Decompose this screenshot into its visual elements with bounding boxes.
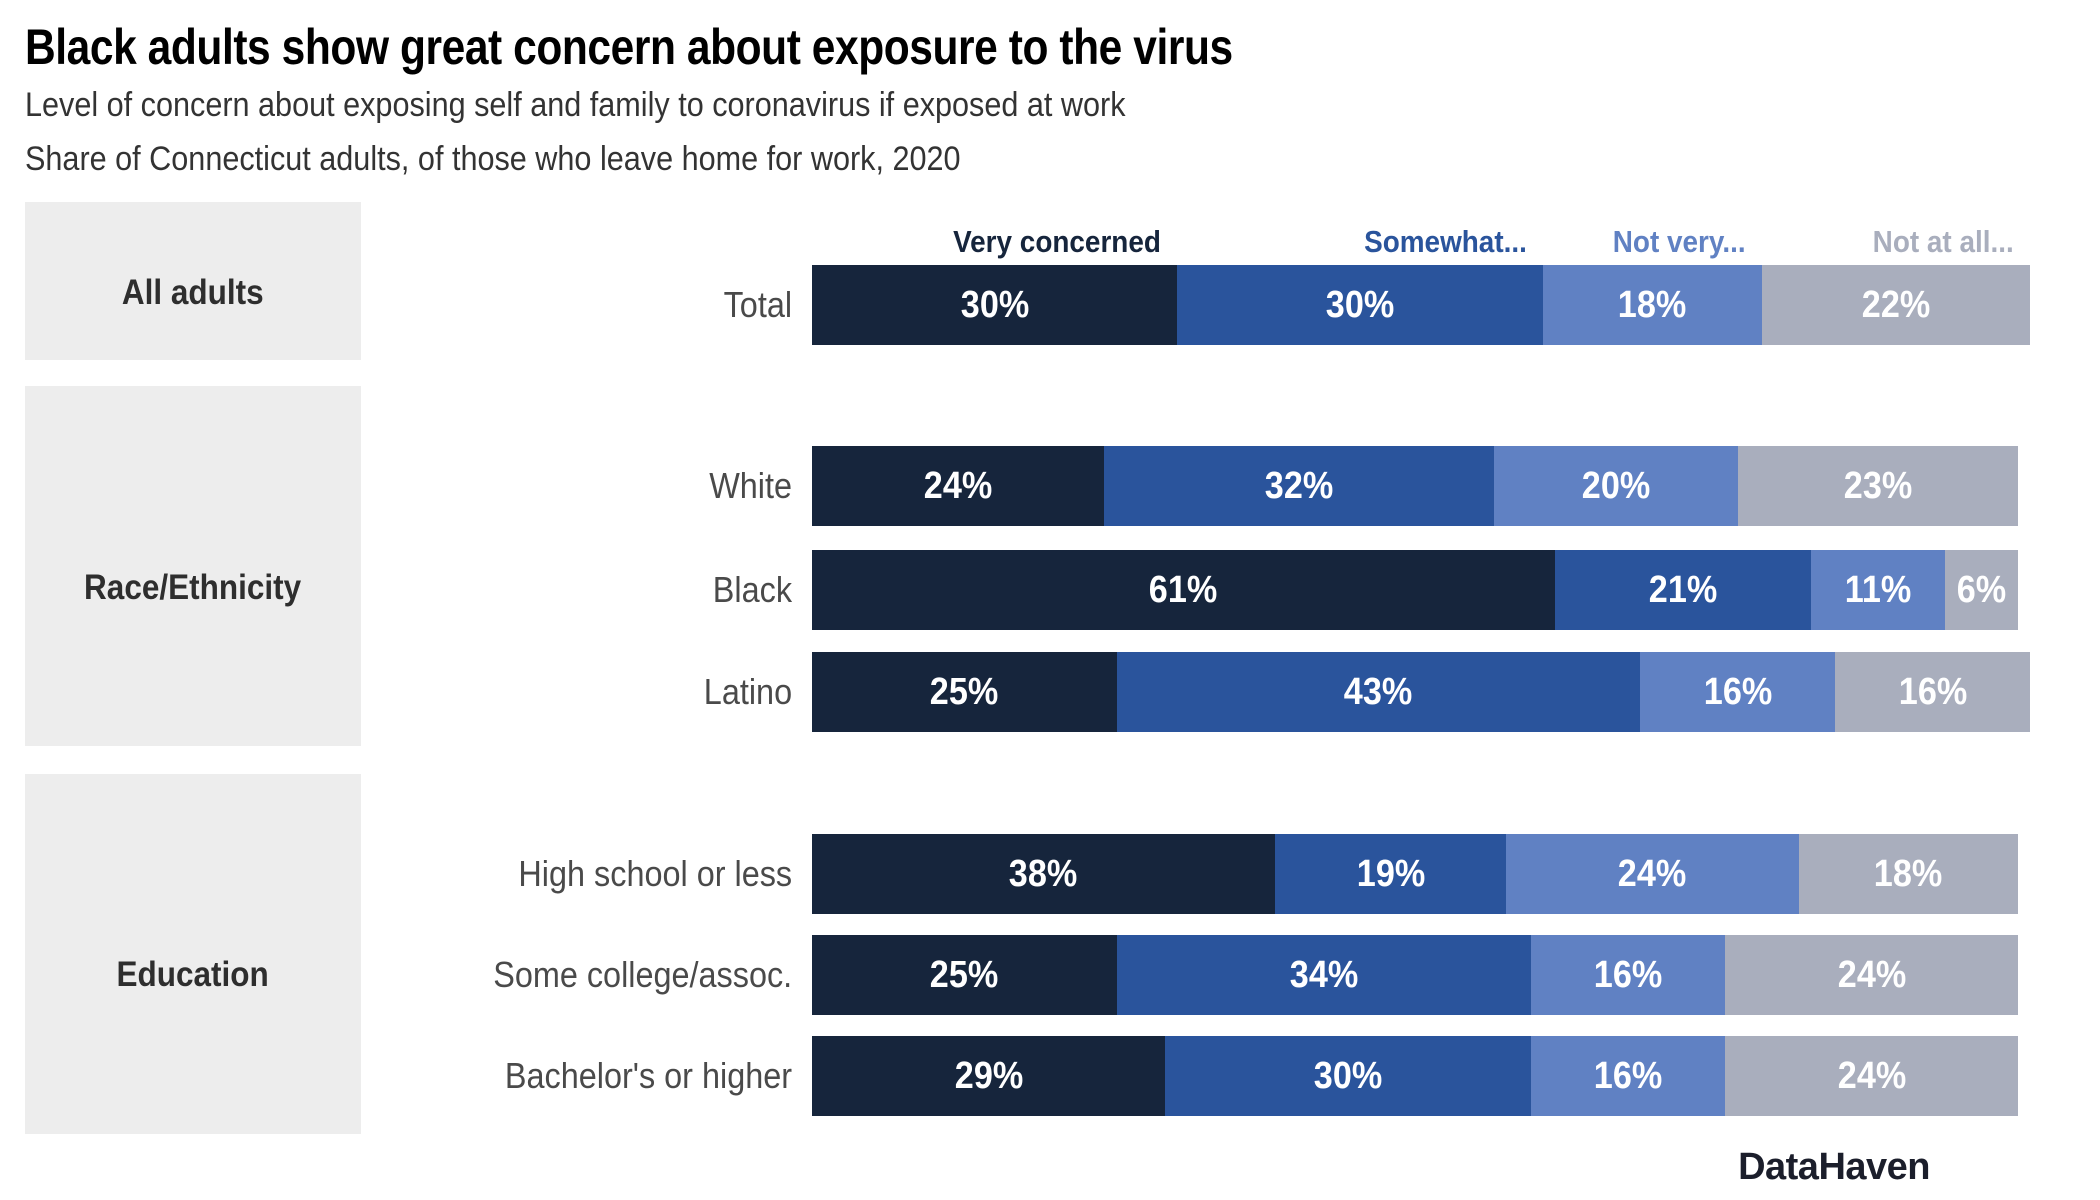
- row-label-text-some-college-assoc: Some college/assoc.: [493, 954, 792, 995]
- legend-label-text-somewhat: Somewhat...: [1363, 224, 1527, 259]
- bar-segment-some-college-assoc-very-concerned: 25%: [812, 935, 1117, 1015]
- legend-label-text-not-very: Not very...: [1613, 224, 1747, 259]
- bar-value-label: 16%: [1898, 670, 1967, 713]
- legend-label-not-very: Not very...: [1543, 222, 1762, 262]
- bar-value-label: 16%: [1703, 670, 1772, 713]
- bar-value-label: 30%: [1313, 1054, 1383, 1097]
- bar-value-label: 23%: [1843, 464, 1912, 507]
- row-label-text-latino: Latino: [703, 671, 792, 712]
- bar-value-label: 24%: [923, 464, 993, 507]
- bar-segment-some-college-assoc-not-at-all: 24%: [1725, 935, 2018, 1015]
- bar-segment-high-school-or-less-not-at-all: 18%: [1798, 834, 2018, 914]
- bar-row-high-school-or-less: 38% 19% 24% 18%: [812, 834, 2030, 914]
- row-label-text-high-school-or-less: High school or less: [518, 853, 792, 894]
- bar-value-label: 43%: [1344, 670, 1413, 713]
- bar-value-label: 11%: [1844, 568, 1912, 611]
- bar-segment-total-not-at-all: 22%: [1762, 265, 2030, 345]
- bar-row-some-college-assoc: 25% 34% 16% 24%: [812, 935, 2030, 1015]
- row-label-white: White: [370, 446, 792, 526]
- chart-title: Black adults show great concern about ex…: [25, 19, 1233, 75]
- bar-segment-black-not-at-all: 6%: [1944, 550, 2018, 630]
- row-label-text-bachelor-s-or-higher: Bachelor's or higher: [504, 1055, 792, 1096]
- row-label-some-college-assoc: Some college/assoc.: [370, 935, 792, 1015]
- bar-value-label: 6%: [1956, 568, 2006, 611]
- bar-segment-black-not-very: 11%: [1810, 550, 1945, 630]
- bar-value-label: 30%: [1325, 283, 1395, 326]
- bar-value-label: 18%: [1873, 852, 1943, 895]
- group-label-education: Education: [116, 955, 270, 994]
- row-label-bachelor-s-or-higher: Bachelor's or higher: [370, 1036, 792, 1116]
- legend-label-not-at-all: Not at all...: [1762, 222, 2030, 262]
- bar-segment-high-school-or-less-somewhat: 19%: [1274, 834, 1507, 914]
- group-box-education: Education: [25, 774, 361, 1134]
- chart-subtitle-line1: Level of concern about exposing self and…: [25, 86, 1126, 124]
- group-label-all-adults: All adults: [122, 273, 264, 312]
- bar-value-label: 20%: [1581, 464, 1651, 507]
- bar-segment-latino-somewhat: 43%: [1116, 652, 1641, 732]
- legend-label-very-concerned: Very concerned: [812, 222, 1177, 262]
- bar-row-latino: 25% 43% 16% 16%: [812, 652, 2030, 732]
- bar-segment-white-somewhat: 32%: [1104, 446, 1495, 526]
- bar-segment-white-not-at-all: 23%: [1737, 446, 2018, 526]
- bar-segment-latino-not-at-all: 16%: [1835, 652, 2030, 732]
- bar-segment-white-very-concerned: 24%: [812, 446, 1105, 526]
- bar-segment-some-college-assoc-somewhat: 34%: [1116, 935, 1531, 1015]
- bar-value-label: 30%: [960, 283, 1029, 326]
- bar-segment-total-not-very: 18%: [1542, 265, 1763, 345]
- row-label-high-school-or-less: High school or less: [370, 834, 792, 914]
- bar-value-label: 16%: [1593, 1054, 1663, 1097]
- bar-segment-bachelor-s-or-higher-not-at-all: 24%: [1725, 1036, 2018, 1116]
- group-box-race-ethnicity: Race/Ethnicity: [25, 386, 361, 746]
- row-label-text-white: White: [709, 465, 792, 506]
- bar-value-label: 16%: [1593, 953, 1663, 996]
- bar-segment-latino-very-concerned: 25%: [812, 652, 1117, 732]
- group-box-all-adults: All adults: [25, 202, 361, 360]
- bar-value-label: 19%: [1356, 852, 1425, 895]
- bar-segment-bachelor-s-or-higher-not-very: 16%: [1530, 1036, 1726, 1116]
- bar-segment-total-very-concerned: 30%: [812, 265, 1178, 345]
- bar-value-label: 34%: [1289, 953, 1358, 996]
- row-label-latino: Latino: [370, 652, 792, 732]
- bar-value-label: 24%: [1837, 953, 1906, 996]
- bar-segment-bachelor-s-or-higher-somewhat: 30%: [1165, 1036, 1531, 1116]
- legend-label-text-very-concerned: Very concerned: [953, 224, 1162, 259]
- bar-value-label: 21%: [1648, 568, 1718, 611]
- bar-value-label: 61%: [1149, 568, 1218, 611]
- row-label-text-total: Total: [723, 284, 792, 325]
- bar-value-label: 22%: [1861, 283, 1931, 326]
- bar-segment-black-very-concerned: 61%: [812, 550, 1555, 630]
- bar-segment-black-somewhat: 21%: [1554, 550, 1811, 630]
- source-logo: DataHaven: [1738, 1146, 1930, 1188]
- bar-row-bachelor-s-or-higher: 29% 30% 16% 24%: [812, 1036, 2030, 1116]
- bar-value-label: 25%: [930, 953, 999, 996]
- legend-row: Very concerned Somewhat... Not very... Not …: [812, 222, 2030, 262]
- bar-segment-high-school-or-less-very-concerned: 38%: [812, 834, 1275, 914]
- bar-value-label: 32%: [1264, 464, 1334, 507]
- bar-value-label: 24%: [1618, 852, 1687, 895]
- bar-value-label: 24%: [1837, 1054, 1906, 1097]
- bar-value-label: 25%: [930, 670, 999, 713]
- chart-subtitle-line2: Share of Connecticut adults, of those wh…: [25, 140, 961, 178]
- bar-segment-latino-not-very: 16%: [1640, 652, 1836, 732]
- row-label-text-black: Black: [712, 569, 792, 610]
- bar-segment-bachelor-s-or-higher-very-concerned: 29%: [812, 1036, 1166, 1116]
- legend-label-text-not-at-all: Not at all...: [1872, 224, 2014, 259]
- bar-row-black: 61% 21% 11% 6%: [812, 550, 2030, 630]
- bar-value-label: 38%: [1009, 852, 1078, 895]
- bar-row-total: 30% 30% 18% 22%: [812, 265, 2030, 345]
- bar-row-white: 24% 32% 20% 23%: [812, 446, 2030, 526]
- bar-value-label: 18%: [1618, 283, 1687, 326]
- bar-segment-total-somewhat: 30%: [1177, 265, 1543, 345]
- bar-segment-high-school-or-less-not-very: 24%: [1506, 834, 1799, 914]
- row-label-black: Black: [370, 550, 792, 630]
- legend-label-somewhat: Somewhat...: [1177, 222, 1542, 262]
- bar-segment-white-not-very: 20%: [1494, 446, 1738, 526]
- row-label-total: Total: [370, 265, 792, 345]
- bar-value-label: 29%: [954, 1054, 1023, 1097]
- group-label-race-ethnicity: Race/Ethnicity: [84, 568, 302, 607]
- bar-segment-some-college-assoc-not-very: 16%: [1530, 935, 1726, 1015]
